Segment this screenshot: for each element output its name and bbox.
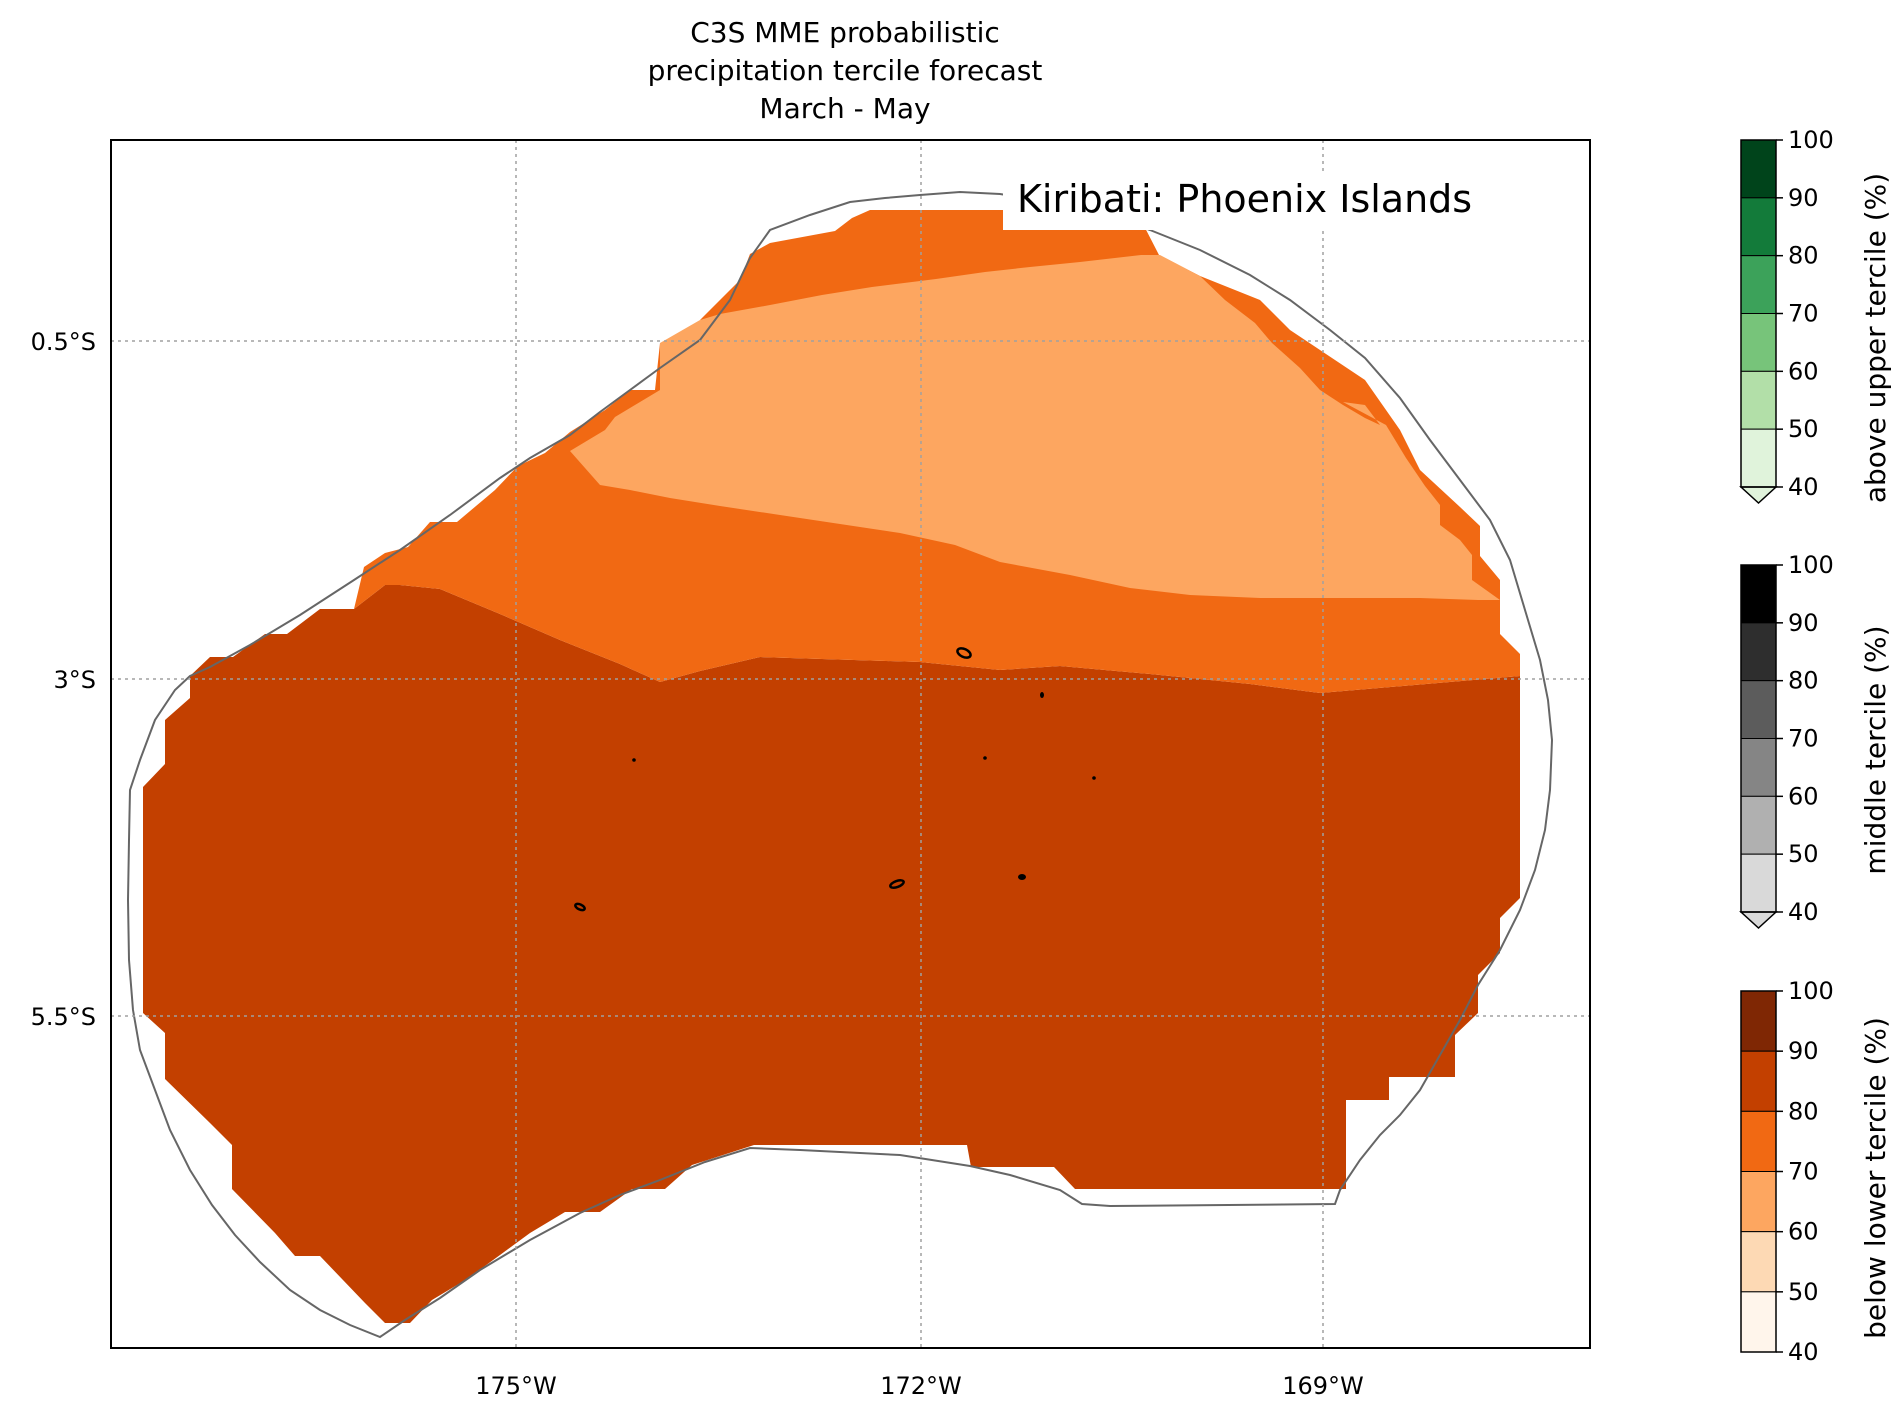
colorbar-below-tick-label: 40 (1788, 1338, 1819, 1366)
colorbar-above-swatch (1740, 428, 1777, 488)
forecast-band-80-90 (143, 585, 1520, 1323)
colorbar-below-swatch (1740, 1171, 1777, 1233)
colorbar-above-upper: 40 50 60 70 80 90 100 (1739, 126, 1834, 505)
map-panel: Kiribati: Phoenix Islands 175°W 172°W 16… (31, 139, 1591, 1400)
colorbar-above-swatch (1740, 197, 1777, 257)
colorbar-above-tick-label: 80 (1788, 242, 1819, 270)
colorbar-above-tick-label: 50 (1788, 415, 1819, 443)
island-orona (574, 902, 586, 912)
colorbar-below-tick-label: 70 (1788, 1158, 1819, 1186)
region-label-background (1003, 172, 1531, 230)
colorbar-above-swatch (1740, 255, 1777, 315)
lon-tick-175w: 175°W (475, 1372, 557, 1400)
island-winslow (632, 758, 636, 762)
island-manra (1018, 874, 1026, 880)
colorbar-above-tick-label: 40 (1788, 473, 1819, 501)
colorbar-below-tick-label: 60 (1788, 1218, 1819, 1246)
colorbar-below-swatch (1740, 1231, 1777, 1293)
colorbar-below-swatch (1740, 1050, 1777, 1112)
lat-tick-3s: 3°S (53, 666, 96, 694)
colorbar-middle-tick-label: 60 (1788, 782, 1819, 810)
colorbar-middle-swatch (1740, 738, 1777, 797)
lat-tick-5-5s: 5.5°S (31, 1003, 96, 1031)
colorbar-above-extend-triangle (1739, 486, 1778, 505)
island-nikumaroro (889, 879, 905, 889)
colorbar-middle-swatch (1740, 795, 1777, 855)
colorbar-above-tick-label: 90 (1788, 184, 1819, 212)
colorbar-middle-tick-label: 70 (1788, 725, 1819, 753)
title-line-3: March - May (759, 92, 930, 125)
colorbar-below-lower: 40 50 60 70 80 90 100 (1740, 977, 1834, 1366)
title-line-1: C3S MME probabilistic (690, 16, 1000, 49)
colorbar-below-tick-label: 90 (1788, 1037, 1819, 1065)
island-birnie (983, 756, 987, 760)
colorbar-below-label: below lower tercile (%) (1859, 1017, 1892, 1339)
colorbar-above-swatch (1740, 370, 1777, 430)
colorbar-middle-swatch (1740, 564, 1777, 624)
title-line-2: precipitation tercile forecast (648, 54, 1043, 87)
island-kanton (956, 647, 972, 659)
colorbar-middle-extend-triangle (1739, 911, 1778, 930)
colorbar-below-swatch (1740, 1110, 1777, 1173)
lon-tick-169w: 169°W (1282, 1372, 1364, 1400)
colorbar-above-tick-label: 70 (1788, 300, 1819, 328)
colorbar-above-tick-label: 60 (1788, 357, 1819, 385)
gridlines (111, 140, 1590, 1348)
region-outline (126, 190, 1554, 1339)
colorbar-below-tick-label: 100 (1788, 977, 1834, 1005)
colorbar-above-tick-label: 100 (1788, 126, 1834, 154)
map-frame (110, 139, 1591, 1349)
colorbar-below-swatch (1740, 990, 1777, 1052)
colorbar-middle-tick-label: 80 (1788, 667, 1819, 695)
colorbar-below-tick-label: 80 (1788, 1097, 1819, 1125)
colorbar-middle-tick-label: 90 (1788, 609, 1819, 637)
lat-tick-0-5s: 0.5°S (31, 328, 96, 356)
colorbar-middle-tick-label: 40 (1788, 898, 1819, 926)
colorbar-middle-swatch (1740, 680, 1777, 740)
colorbar-middle-swatch (1740, 622, 1777, 682)
island-enderbury (1040, 692, 1044, 698)
lon-tick-172w: 172°W (880, 1372, 962, 1400)
colorbar-middle-swatch (1740, 853, 1777, 913)
colorbar-middle: 40 50 60 70 80 90 100 (1739, 551, 1834, 930)
colorbar-middle-tick-label: 50 (1788, 840, 1819, 868)
colorbar-above-label: above upper tercile (%) (1859, 173, 1892, 503)
colorbar-above-swatch (1740, 313, 1777, 372)
colorbar-middle-label: middle tercile (%) (1859, 625, 1892, 874)
region-label: Kiribati: Phoenix Islands (1017, 177, 1472, 221)
colorbar-below-tick-label: 50 (1788, 1278, 1819, 1306)
colorbar-middle-tick-label: 100 (1788, 551, 1834, 579)
colorbar-below-swatch (1740, 1291, 1777, 1353)
colorbar-above-swatch (1740, 139, 1777, 199)
island-mckean (1092, 776, 1096, 780)
